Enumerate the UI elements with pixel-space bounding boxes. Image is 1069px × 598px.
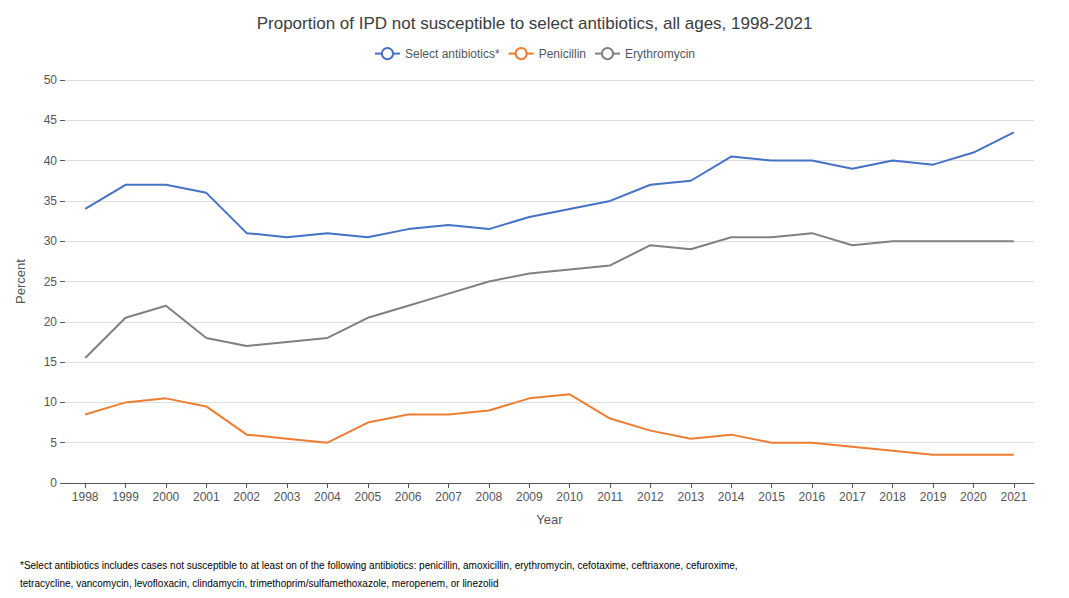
svg-text:15: 15 (44, 355, 58, 369)
svg-text:2004: 2004 (314, 490, 341, 504)
svg-text:*Select antibiotics includes c: *Select antibiotics includes cases not s… (20, 560, 738, 571)
svg-text:tetracycline, vancomycin, levo: tetracycline, vancomycin, levofloxacin, … (20, 578, 499, 589)
svg-text:2014: 2014 (718, 490, 745, 504)
svg-text:35: 35 (44, 194, 58, 208)
svg-text:2021: 2021 (1000, 490, 1027, 504)
svg-text:2009: 2009 (516, 490, 543, 504)
svg-text:1998: 1998 (72, 490, 99, 504)
svg-text:1999: 1999 (112, 490, 139, 504)
svg-text:Year: Year (536, 512, 563, 527)
svg-text:2019: 2019 (920, 490, 947, 504)
svg-text:2011: 2011 (597, 490, 623, 504)
svg-text:45: 45 (44, 113, 58, 127)
svg-text:2003: 2003 (274, 490, 301, 504)
svg-text:2017: 2017 (839, 490, 866, 504)
svg-text:Percent: Percent (13, 259, 28, 304)
svg-text:25: 25 (44, 275, 58, 289)
svg-text:2008: 2008 (476, 490, 503, 504)
svg-text:Proportion of IPD not suscepti: Proportion of IPD not susceptible to sel… (257, 14, 813, 33)
svg-text:Erythromycin: Erythromycin (625, 47, 695, 61)
svg-text:40: 40 (44, 154, 58, 168)
svg-text:20: 20 (44, 315, 58, 329)
svg-text:2006: 2006 (395, 490, 422, 504)
svg-text:30: 30 (44, 234, 58, 248)
svg-text:2002: 2002 (233, 490, 260, 504)
svg-text:50: 50 (44, 73, 58, 87)
svg-text:2007: 2007 (435, 490, 462, 504)
svg-text:10: 10 (44, 395, 58, 409)
svg-text:Select antibiotics*: Select antibiotics* (405, 47, 500, 61)
svg-text:0: 0 (50, 476, 57, 490)
svg-text:Penicillin: Penicillin (539, 47, 586, 61)
svg-text:5: 5 (50, 436, 57, 450)
svg-text:2020: 2020 (960, 490, 987, 504)
svg-text:2001: 2001 (193, 490, 220, 504)
svg-text:2013: 2013 (677, 490, 704, 504)
svg-text:2012: 2012 (637, 490, 664, 504)
svg-text:2005: 2005 (354, 490, 381, 504)
svg-text:2000: 2000 (153, 490, 180, 504)
svg-text:2018: 2018 (879, 490, 906, 504)
svg-text:2015: 2015 (758, 490, 785, 504)
svg-text:2016: 2016 (799, 490, 826, 504)
svg-text:2010: 2010 (556, 490, 583, 504)
